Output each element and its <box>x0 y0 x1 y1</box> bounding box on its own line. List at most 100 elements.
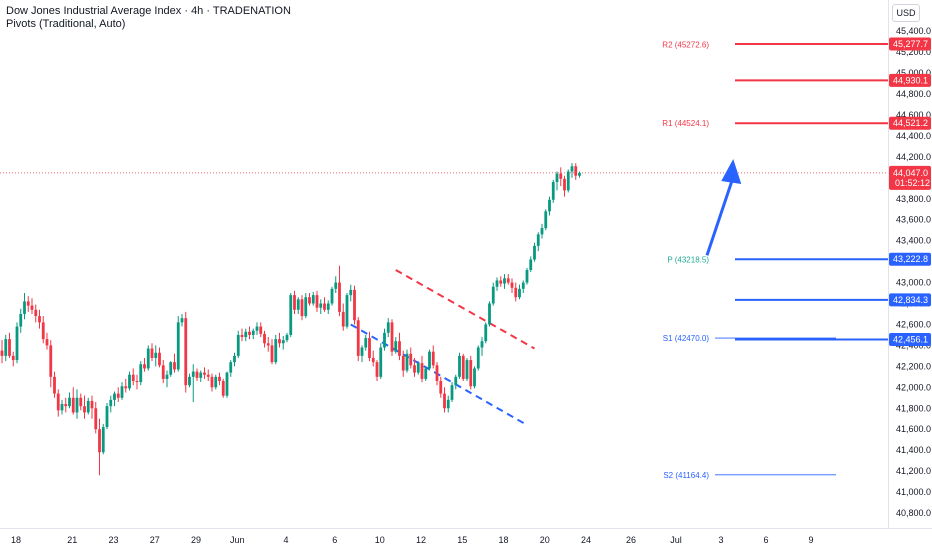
price-tick-label: 41,200.0 <box>896 466 931 476</box>
candle-body <box>476 347 480 369</box>
price-tag-label-5: 42,456.1 <box>893 335 928 345</box>
candle-body <box>116 393 120 398</box>
candle-body <box>218 376 221 382</box>
price-tick-label: 43,600.0 <box>896 215 931 225</box>
trend-drawings <box>350 158 742 426</box>
candle-body <box>555 173 559 182</box>
candle-body <box>270 345 274 363</box>
price-tick-label: 43,400.0 <box>896 236 931 246</box>
candle-body <box>281 340 285 344</box>
candle-body <box>428 351 431 369</box>
time-tick-label: 21 <box>67 535 77 545</box>
candle-body <box>409 353 413 366</box>
candle-body <box>349 289 353 296</box>
candle-body <box>420 363 424 379</box>
candle-body <box>424 368 428 379</box>
candle-body <box>473 368 476 387</box>
candle-body <box>413 365 416 373</box>
candle-body <box>559 173 563 179</box>
candle-body <box>495 280 499 287</box>
candle-body <box>308 297 311 304</box>
candle-body <box>75 397 79 413</box>
candle-body <box>214 376 218 388</box>
bullish-arrow-head <box>721 158 742 184</box>
channel-upper-line <box>395 269 535 350</box>
time-axis[interactable]: 18 21 23 27 29 Jun 4 6 10 12 15 18 20 24 26 Jul 3 6 9 <box>11 535 814 545</box>
price-tag-2 <box>889 116 931 130</box>
candle-body <box>15 326 19 361</box>
candle-body <box>334 282 338 289</box>
currency-button[interactable]: USD <box>892 4 920 22</box>
candle-body <box>304 297 308 317</box>
price-axis[interactable]: 40,800.0 41,000.0 41,200.0 41,400.0 41,600.0… <box>896 26 931 518</box>
candle-body <box>233 355 236 363</box>
candle-body <box>578 172 581 176</box>
candle-body <box>341 311 345 327</box>
price-tick-label: 43,000.0 <box>896 278 931 288</box>
candle-body <box>499 280 503 284</box>
price-tick-label: 44,200.0 <box>896 152 931 162</box>
candle-body <box>510 282 514 288</box>
candle-body <box>570 166 574 172</box>
candle-body <box>465 360 469 379</box>
candle-body <box>128 374 131 389</box>
candle-body <box>458 355 461 377</box>
candle-body <box>454 376 458 386</box>
candle-body <box>390 322 394 352</box>
candle-body <box>173 362 176 370</box>
candle-body <box>113 393 116 400</box>
candle-body <box>484 324 488 342</box>
candle-body <box>143 364 146 369</box>
candle-body <box>491 286 495 304</box>
candle-body <box>536 234 540 246</box>
candle-body <box>135 381 139 383</box>
price-tag-label-2: 44,521.2 <box>893 118 928 128</box>
time-tick-label: 18 <box>11 535 21 545</box>
candle-body <box>251 330 255 335</box>
candle-body <box>544 211 548 229</box>
price-tick-label: 41,000.0 <box>896 487 931 497</box>
price-tag-1 <box>889 73 931 87</box>
time-tick-label: 9 <box>808 535 813 545</box>
candle-body <box>293 295 296 310</box>
candle-body <box>56 393 60 411</box>
candle-body <box>311 295 315 304</box>
price-tags: 45,277.7 44,930.1 44,521.2 43,222.8 42,834.3… <box>889 37 931 347</box>
time-tick-label: 10 <box>375 535 385 545</box>
candle-body <box>188 376 191 386</box>
candle-body <box>30 305 34 310</box>
candle-body <box>379 347 383 377</box>
time-tick-label: 26 <box>626 535 636 545</box>
candle-body <box>221 381 225 396</box>
price-tick-label: 45,000.0 <box>896 68 931 78</box>
time-tick-label: 3 <box>718 535 723 545</box>
candle-body <box>23 301 26 314</box>
candle-body <box>150 348 154 358</box>
candle-body <box>345 295 349 327</box>
candle-body <box>371 357 375 363</box>
candle-body <box>26 301 30 306</box>
candle-body <box>191 371 195 377</box>
candle-body <box>176 322 180 370</box>
candle-body <box>480 341 484 348</box>
price-tick-label: 44,600.0 <box>896 110 931 120</box>
pivot-lines: R2 (45272.6) R1 (44524.1) P (43218.5) S1 (4… <box>0 40 888 480</box>
candle-body <box>338 282 341 312</box>
candle-body <box>225 372 229 396</box>
candle-body <box>199 372 203 378</box>
candle-body <box>525 269 529 283</box>
candle-body <box>360 347 364 356</box>
pivot-label-1: R1 (44524.1) <box>662 119 709 128</box>
candlestick-series <box>0 163 581 476</box>
candle-body <box>566 171 570 191</box>
price-tick-label: 45,200.0 <box>896 47 931 57</box>
candle-body <box>401 355 405 371</box>
price-tag-label-4: 42,834.3 <box>893 295 928 305</box>
candle-body <box>353 289 356 321</box>
time-tick-label: Jul <box>670 535 682 545</box>
candle-body <box>263 333 266 344</box>
time-tick-label: 6 <box>763 535 768 545</box>
candle-body <box>206 374 210 377</box>
candle-body <box>533 245 536 260</box>
